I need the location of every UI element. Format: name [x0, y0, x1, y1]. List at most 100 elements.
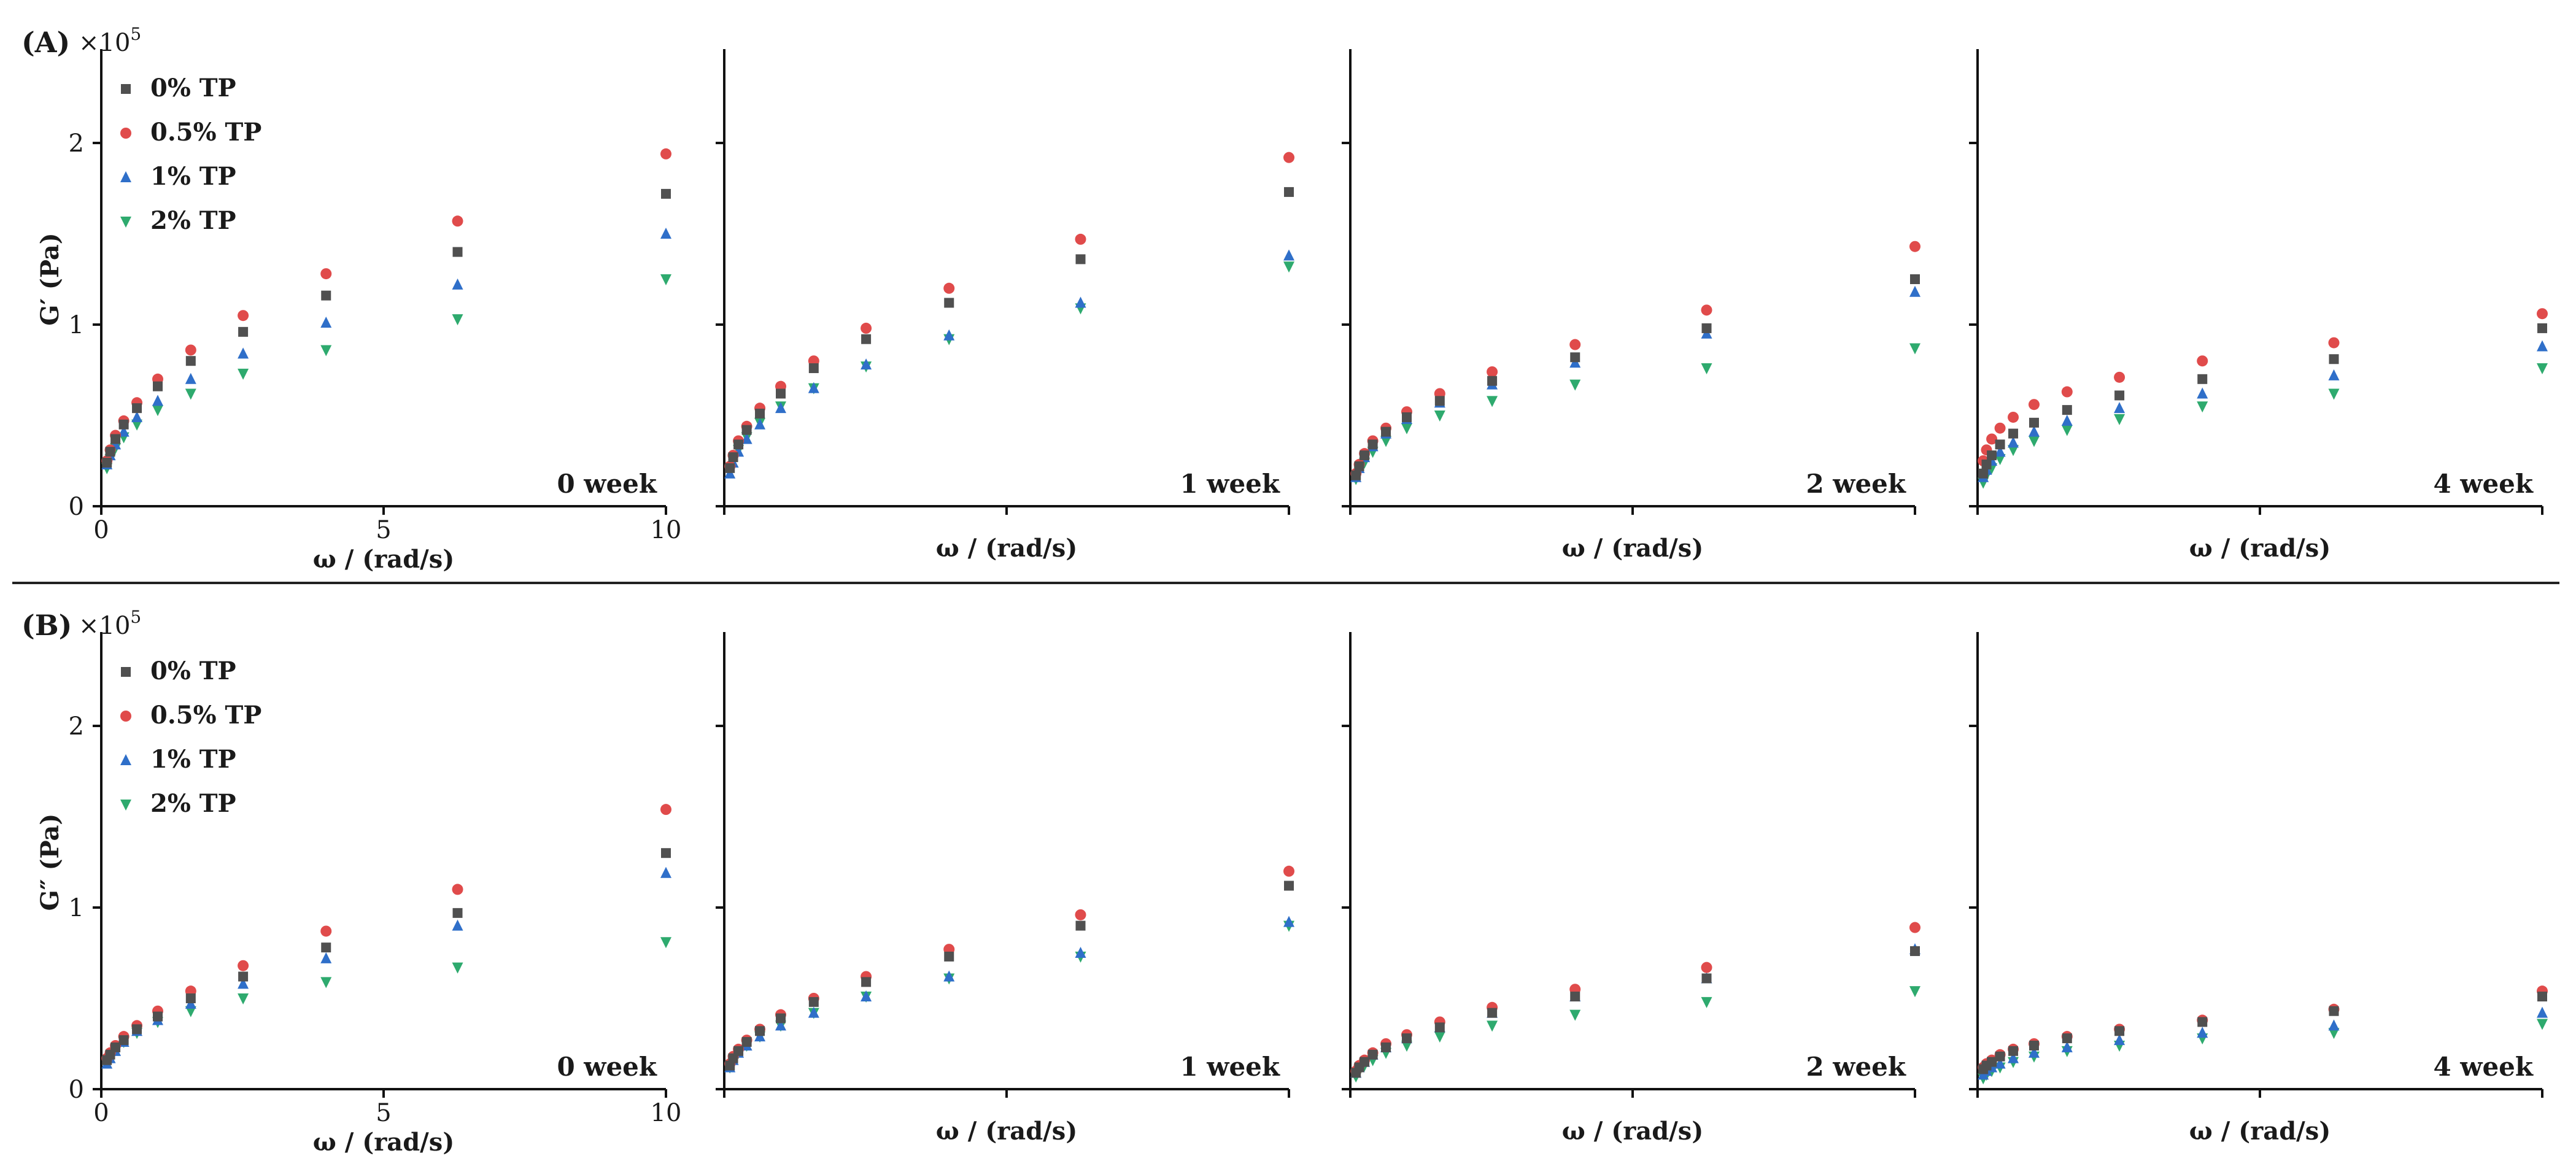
x-axis-label: ω / (rad/s): [313, 545, 455, 574]
data-point: [1995, 1051, 2005, 1062]
x-axis-label: ω / (rad/s): [1562, 1117, 1704, 1146]
data-point: [452, 215, 463, 227]
panel-label: (A): [21, 26, 70, 59]
week-label: 0 week: [557, 469, 657, 499]
data-point: [238, 310, 249, 322]
data-point: [2062, 405, 2072, 415]
data-point: [1283, 152, 1294, 163]
data-point: [452, 884, 463, 895]
legend-marker: [120, 217, 131, 228]
data-point: [320, 268, 332, 280]
series-0-5-TP: [724, 865, 1294, 1070]
y-multiplier-exponent: 5: [130, 24, 141, 44]
data-point: [2197, 1017, 2208, 1027]
y-tick-label: 0: [69, 1076, 84, 1104]
data-point: [1910, 274, 1920, 284]
week-label: 1 week: [1180, 1052, 1280, 1082]
series-0-5-TP: [101, 148, 671, 466]
data-point: [110, 1042, 121, 1052]
data-point: [185, 344, 196, 356]
data-point: [943, 970, 955, 982]
data-point: [775, 402, 786, 414]
data-point: [1910, 946, 1920, 957]
legend-label: 2% TP: [150, 789, 236, 818]
y-tick-label: 1: [69, 311, 84, 339]
data-point: [2008, 1046, 2019, 1056]
subplot-2-week: ω / (rad/s) 2 week: [1342, 632, 1920, 1146]
data-point: [2537, 1019, 2548, 1030]
x-tick-label: 0: [93, 516, 109, 544]
legend-label: 0.5% TP: [150, 118, 261, 147]
series-0-TP: [1978, 323, 2547, 479]
data-point: [1402, 412, 1412, 422]
data-point: [2328, 337, 2340, 349]
data-point: [1994, 445, 2006, 457]
data-point: [238, 971, 249, 982]
data-point: [1570, 352, 1580, 363]
data-point: [2197, 1027, 2208, 1038]
legend: 0% TP 0.5% TP 1% TP 2% TP: [120, 657, 261, 818]
data-point: [2114, 414, 2125, 425]
data-point: [452, 962, 463, 974]
data-point: [2008, 411, 2019, 423]
data-point: [754, 418, 766, 430]
x-tick-label: 0: [93, 1099, 109, 1127]
series-0-TP: [725, 881, 1294, 1071]
data-point: [776, 1013, 786, 1024]
legend-label: 1% TP: [150, 162, 236, 191]
data-point: [1909, 986, 1920, 998]
data-point: [1487, 366, 1498, 377]
data-point: [1994, 1057, 2006, 1069]
x-axis-label: ω / (rad/s): [2189, 1117, 2331, 1146]
data-point: [2197, 355, 2208, 367]
y-multiplier-exponent: 5: [130, 607, 141, 627]
data-point: [1994, 422, 2006, 434]
data-point: [755, 409, 765, 419]
data-point: [2029, 1046, 2040, 1058]
data-point: [2328, 1028, 2340, 1039]
data-point: [320, 977, 332, 989]
data-point: [2114, 402, 2125, 414]
y-tick-label: 2: [69, 129, 84, 158]
data-point: [118, 1035, 129, 1046]
series-1-TP: [101, 866, 671, 1069]
x-tick-label: 5: [376, 516, 391, 544]
series-0-TP: [1978, 992, 2547, 1074]
data-point: [1075, 296, 1086, 308]
data-point: [152, 405, 163, 417]
data-point: [1978, 468, 1989, 479]
data-point: [725, 463, 735, 473]
y-tick-label: 0: [69, 493, 84, 521]
data-point: [452, 908, 463, 918]
data-point: [2062, 1033, 2072, 1044]
data-point: [238, 326, 249, 337]
data-point: [2329, 354, 2339, 364]
data-point: [2029, 436, 2040, 447]
data-point: [808, 1006, 819, 1018]
legend-label: 1% TP: [150, 745, 236, 774]
data-point: [1701, 962, 1712, 973]
subplot-1-week: ω / (rad/s) 1 week: [716, 49, 1294, 563]
data-point: [2114, 1026, 2125, 1036]
data-point: [1701, 304, 1712, 316]
data-point: [1987, 1057, 1997, 1067]
series-0-TP: [102, 848, 671, 1065]
data-point: [808, 363, 819, 374]
data-point: [238, 960, 249, 971]
data-point: [185, 356, 196, 366]
data-point: [1075, 947, 1086, 958]
data-point: [943, 282, 955, 294]
series-0-5-TP: [1978, 308, 2548, 466]
y-axis-label: G′ (Pa): [36, 233, 64, 325]
data-point: [185, 1006, 196, 1017]
legend-label: 0% TP: [150, 657, 236, 685]
data-point: [808, 382, 819, 393]
data-point: [1701, 997, 1712, 1008]
data-point: [2328, 369, 2340, 380]
y-multiplier: ×105: [79, 607, 141, 640]
data-point: [2328, 1019, 2340, 1031]
data-point: [1283, 249, 1294, 261]
data-point: [1570, 992, 1580, 1002]
week-label: 2 week: [1806, 1052, 1906, 1082]
data-point: [2029, 399, 2040, 411]
